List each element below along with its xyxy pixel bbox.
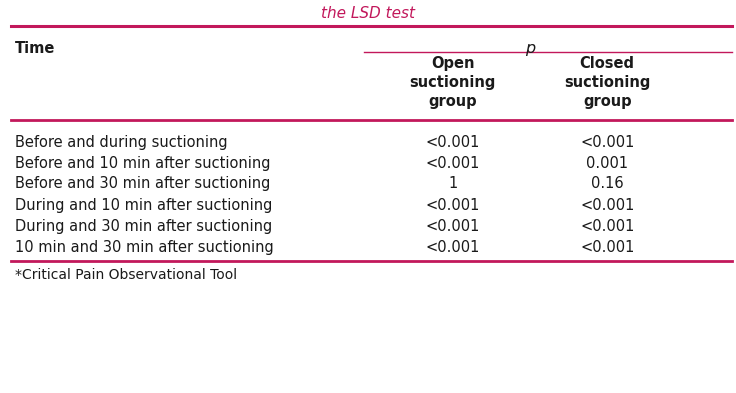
Text: Open
suctioning
group: Open suctioning group: [409, 57, 496, 108]
Text: 1: 1: [448, 176, 457, 191]
Text: p: p: [525, 41, 535, 56]
Text: <0.001: <0.001: [580, 219, 634, 234]
Text: Before and 30 min after suctioning: Before and 30 min after suctioning: [15, 176, 270, 191]
Text: <0.001: <0.001: [425, 240, 480, 255]
Text: <0.001: <0.001: [580, 240, 634, 255]
Text: <0.001: <0.001: [425, 135, 480, 150]
Text: 10 min and 30 min after suctioning: 10 min and 30 min after suctioning: [15, 240, 274, 255]
Text: Before and during suctioning: Before and during suctioning: [15, 135, 227, 150]
Text: <0.001: <0.001: [425, 219, 480, 234]
Text: the LSD test: the LSD test: [321, 6, 415, 21]
Text: Closed
suctioning
group: Closed suctioning group: [564, 57, 651, 108]
Text: <0.001: <0.001: [425, 156, 480, 171]
Text: During and 30 min after suctioning: During and 30 min after suctioning: [15, 219, 272, 234]
Text: 0.001: 0.001: [586, 156, 629, 171]
Text: <0.001: <0.001: [580, 198, 634, 213]
Text: <0.001: <0.001: [580, 135, 634, 150]
Text: During and 10 min after suctioning: During and 10 min after suctioning: [15, 198, 272, 213]
Text: <0.001: <0.001: [425, 198, 480, 213]
Text: 0.16: 0.16: [591, 176, 623, 191]
Text: Before and 10 min after suctioning: Before and 10 min after suctioning: [15, 156, 270, 171]
Text: *Critical Pain Observational Tool: *Critical Pain Observational Tool: [15, 268, 237, 282]
Text: Time: Time: [15, 41, 55, 56]
